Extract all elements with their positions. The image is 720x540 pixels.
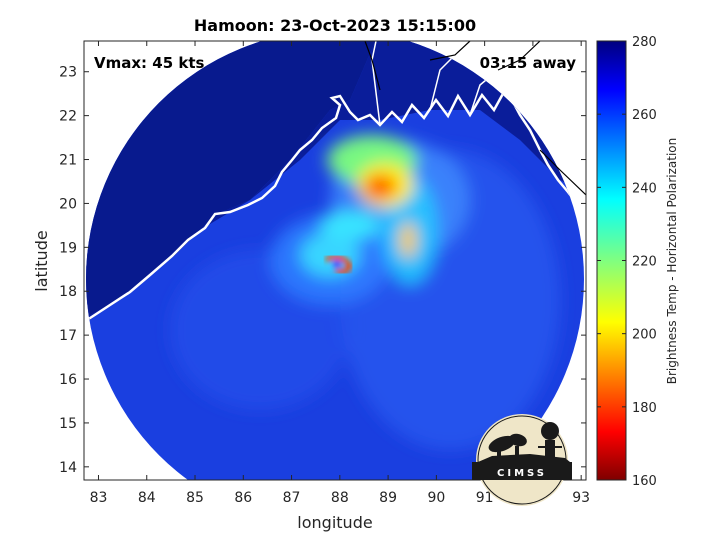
x-tick-label: 91: [476, 490, 494, 506]
y-tick-label: 15: [59, 416, 77, 432]
eyewall: [324, 254, 353, 275]
x-tick-label: 93: [572, 490, 590, 506]
vmax-annotation: Vmax: 45 kts: [94, 54, 204, 72]
colorbar-tick-label: 200: [632, 328, 657, 343]
y-tick-label: 17: [59, 328, 77, 344]
y-tick-label: 14: [59, 460, 77, 476]
y-tick-label: 18: [59, 284, 77, 300]
x-tick-label: 84: [138, 490, 156, 506]
x-tick-label: 85: [186, 490, 204, 506]
y-tick-label: 23: [59, 65, 77, 81]
y-tick-label: 21: [59, 153, 77, 169]
colorbar-tick-label: 180: [632, 401, 657, 416]
x-tick-label: 86: [234, 490, 252, 506]
brightness-temp-image: [86, 41, 586, 480]
y-axis: 14 15 16 17 18 19 20 21 22 23: [59, 65, 586, 476]
y-tick-label: 19: [59, 240, 77, 256]
colorbar-tick-label: 220: [632, 255, 657, 270]
cimss-logo: CIMSS: [472, 414, 572, 506]
colorbar-tick-label: 160: [632, 474, 657, 489]
colorbar-tick-label: 240: [632, 181, 657, 196]
colorbar-tick-label: 280: [632, 35, 657, 50]
x-tick-label: 83: [90, 490, 108, 506]
x-axis-label: longitude: [297, 513, 372, 532]
x-tick-label: 88: [331, 490, 349, 506]
colorbar-ticks: 160 180 200 220 240 260 280: [597, 35, 657, 489]
y-tick-label: 22: [59, 109, 77, 125]
axes-frame: [83, 40, 587, 481]
x-tick-label: 89: [379, 490, 397, 506]
y-axis-label: latitude: [32, 230, 51, 291]
colorbar-gradient: [596, 40, 627, 481]
time-away-annotation: 03:15 away: [480, 54, 577, 72]
x-tick-label: 87: [283, 490, 301, 506]
x-tick-label: 90: [427, 490, 445, 506]
logo-text: CIMSS: [497, 468, 547, 479]
land-region: [86, 41, 584, 330]
coastline: [86, 87, 584, 324]
y-tick-label: 20: [59, 196, 77, 212]
colorbar: 160 180 200 220 240 260 280 Brightness Temp - …: [596, 35, 679, 489]
y-tick-label: 16: [59, 372, 77, 388]
colorbar-label: Brightness Temp - Horizontal Polarizatio…: [665, 138, 679, 385]
chart-title: Hamoon: 23-Oct-2023 15:15:00: [194, 16, 476, 35]
colorbar-tick-label: 260: [632, 108, 657, 123]
